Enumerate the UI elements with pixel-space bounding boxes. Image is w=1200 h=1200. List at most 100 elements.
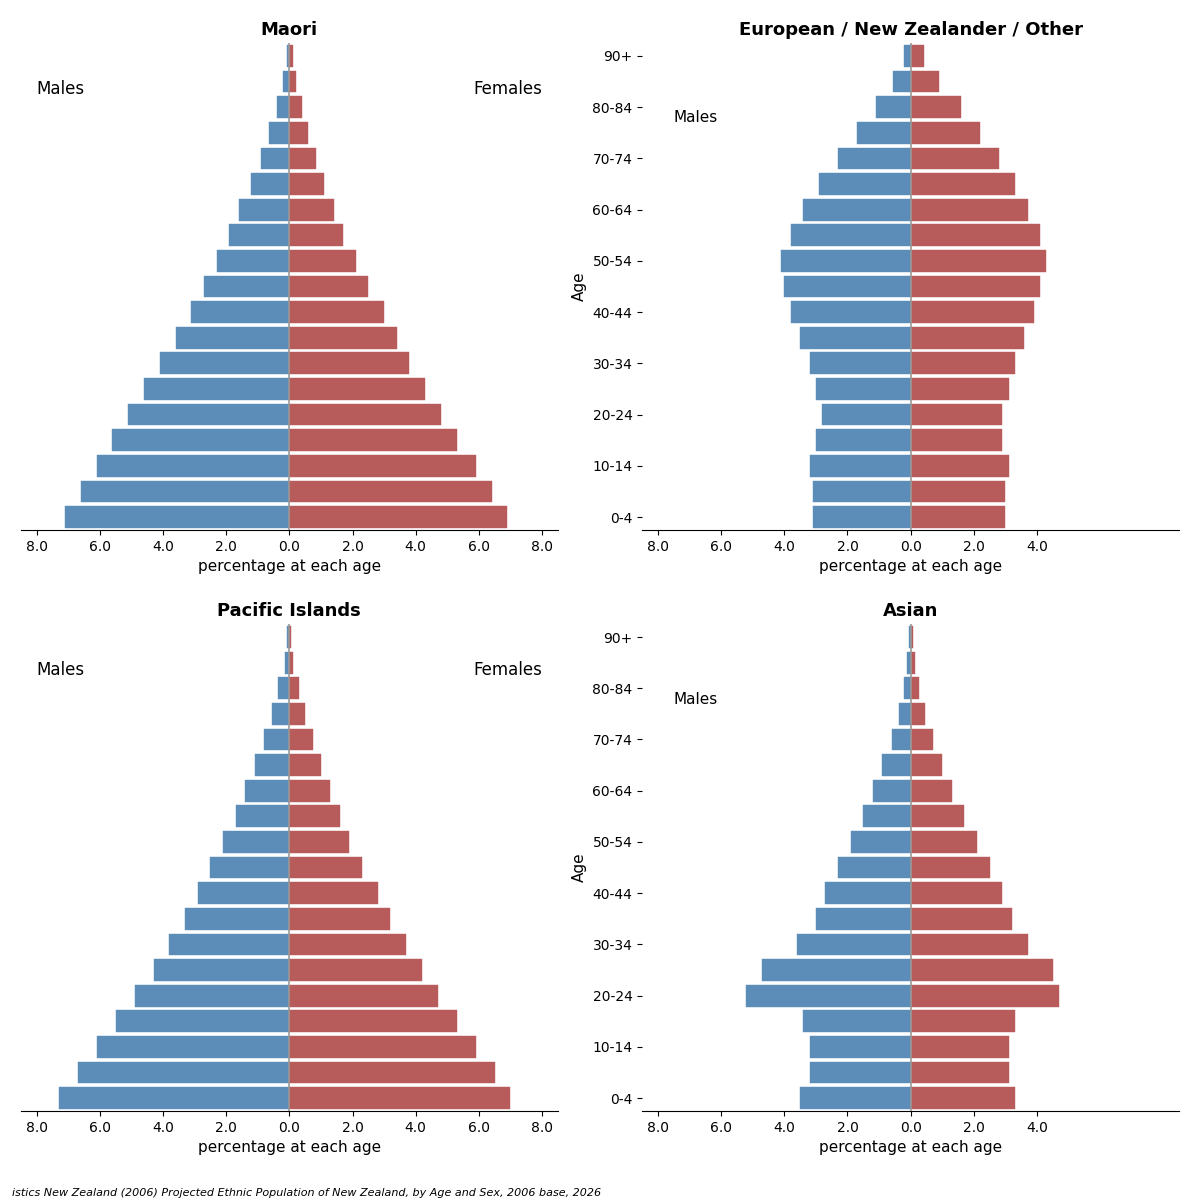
Bar: [289, 1010, 457, 1032]
Bar: [810, 1062, 911, 1084]
X-axis label: percentage at each age: percentage at each age: [820, 559, 1002, 574]
X-axis label: percentage at each age: percentage at each age: [198, 559, 380, 574]
Bar: [911, 71, 940, 92]
Bar: [128, 403, 289, 426]
Bar: [911, 430, 1002, 451]
Title: European / New Zealander / Other: European / New Zealander / Other: [739, 20, 1082, 38]
Bar: [289, 985, 438, 1007]
Bar: [810, 1036, 911, 1057]
Bar: [113, 430, 289, 451]
Bar: [169, 934, 289, 955]
Bar: [144, 378, 289, 400]
Bar: [911, 224, 1040, 246]
Bar: [204, 276, 289, 298]
Bar: [803, 1010, 911, 1032]
Text: Males: Males: [673, 691, 718, 707]
Text: istics New Zealand (2006) Projected Ethnic Population of New Zealand, by Age and: istics New Zealand (2006) Projected Ethn…: [12, 1188, 601, 1198]
Bar: [260, 148, 289, 169]
Bar: [192, 301, 289, 323]
Text: Males: Males: [37, 661, 85, 679]
Bar: [289, 173, 324, 194]
Bar: [911, 378, 1008, 400]
Bar: [791, 301, 911, 323]
Bar: [245, 780, 289, 802]
Bar: [289, 728, 313, 750]
Bar: [911, 908, 1012, 930]
Bar: [911, 934, 1027, 955]
Bar: [223, 832, 289, 853]
Y-axis label: Age: Age: [571, 853, 587, 882]
Bar: [289, 626, 292, 648]
Bar: [893, 71, 911, 92]
Bar: [816, 378, 911, 400]
Bar: [911, 353, 1015, 374]
Bar: [911, 832, 977, 853]
Bar: [911, 480, 1006, 503]
Bar: [283, 71, 289, 92]
Bar: [816, 430, 911, 451]
Bar: [289, 882, 378, 904]
Bar: [907, 652, 911, 673]
Bar: [134, 985, 289, 1007]
Bar: [289, 832, 349, 853]
Bar: [289, 46, 293, 67]
Bar: [289, 755, 320, 776]
Bar: [289, 122, 308, 144]
Bar: [911, 755, 942, 776]
Bar: [746, 985, 911, 1007]
Bar: [781, 250, 911, 271]
Bar: [911, 506, 1006, 528]
Bar: [911, 403, 1002, 426]
Bar: [289, 677, 299, 700]
Bar: [289, 353, 409, 374]
Bar: [217, 250, 289, 271]
Bar: [816, 908, 911, 930]
Bar: [800, 326, 911, 349]
Bar: [892, 728, 911, 750]
Bar: [785, 276, 911, 298]
Title: Pacific Islands: Pacific Islands: [217, 602, 361, 620]
Bar: [911, 455, 1008, 476]
Bar: [876, 96, 911, 118]
Bar: [910, 626, 911, 648]
Bar: [899, 703, 911, 725]
Bar: [911, 959, 1052, 980]
Text: Males: Males: [37, 79, 85, 97]
Bar: [911, 703, 925, 725]
Bar: [198, 882, 289, 904]
Bar: [911, 122, 980, 144]
Bar: [80, 480, 289, 503]
Bar: [911, 46, 924, 67]
Bar: [160, 353, 289, 374]
Bar: [289, 71, 296, 92]
Bar: [911, 882, 1002, 904]
Text: Males: Males: [673, 110, 718, 126]
Bar: [820, 173, 911, 194]
Title: Asian: Asian: [883, 602, 938, 620]
Bar: [911, 677, 919, 700]
Bar: [289, 301, 384, 323]
Bar: [284, 652, 289, 673]
Bar: [810, 455, 911, 476]
Bar: [911, 626, 912, 648]
Y-axis label: Age: Age: [571, 271, 587, 301]
Bar: [289, 934, 407, 955]
Bar: [911, 1010, 1015, 1032]
Bar: [235, 805, 289, 827]
Bar: [911, 1087, 1015, 1109]
Bar: [838, 857, 911, 878]
Title: Maori: Maori: [260, 20, 318, 38]
Bar: [278, 677, 289, 700]
Bar: [911, 148, 1000, 169]
Bar: [904, 677, 911, 700]
Bar: [272, 703, 289, 725]
Bar: [289, 148, 316, 169]
Bar: [911, 173, 1015, 194]
Bar: [65, 506, 289, 528]
Text: Females: Females: [473, 661, 542, 679]
Bar: [822, 403, 911, 426]
Bar: [797, 934, 911, 955]
Bar: [289, 1062, 494, 1084]
Bar: [264, 728, 289, 750]
Bar: [289, 805, 340, 827]
